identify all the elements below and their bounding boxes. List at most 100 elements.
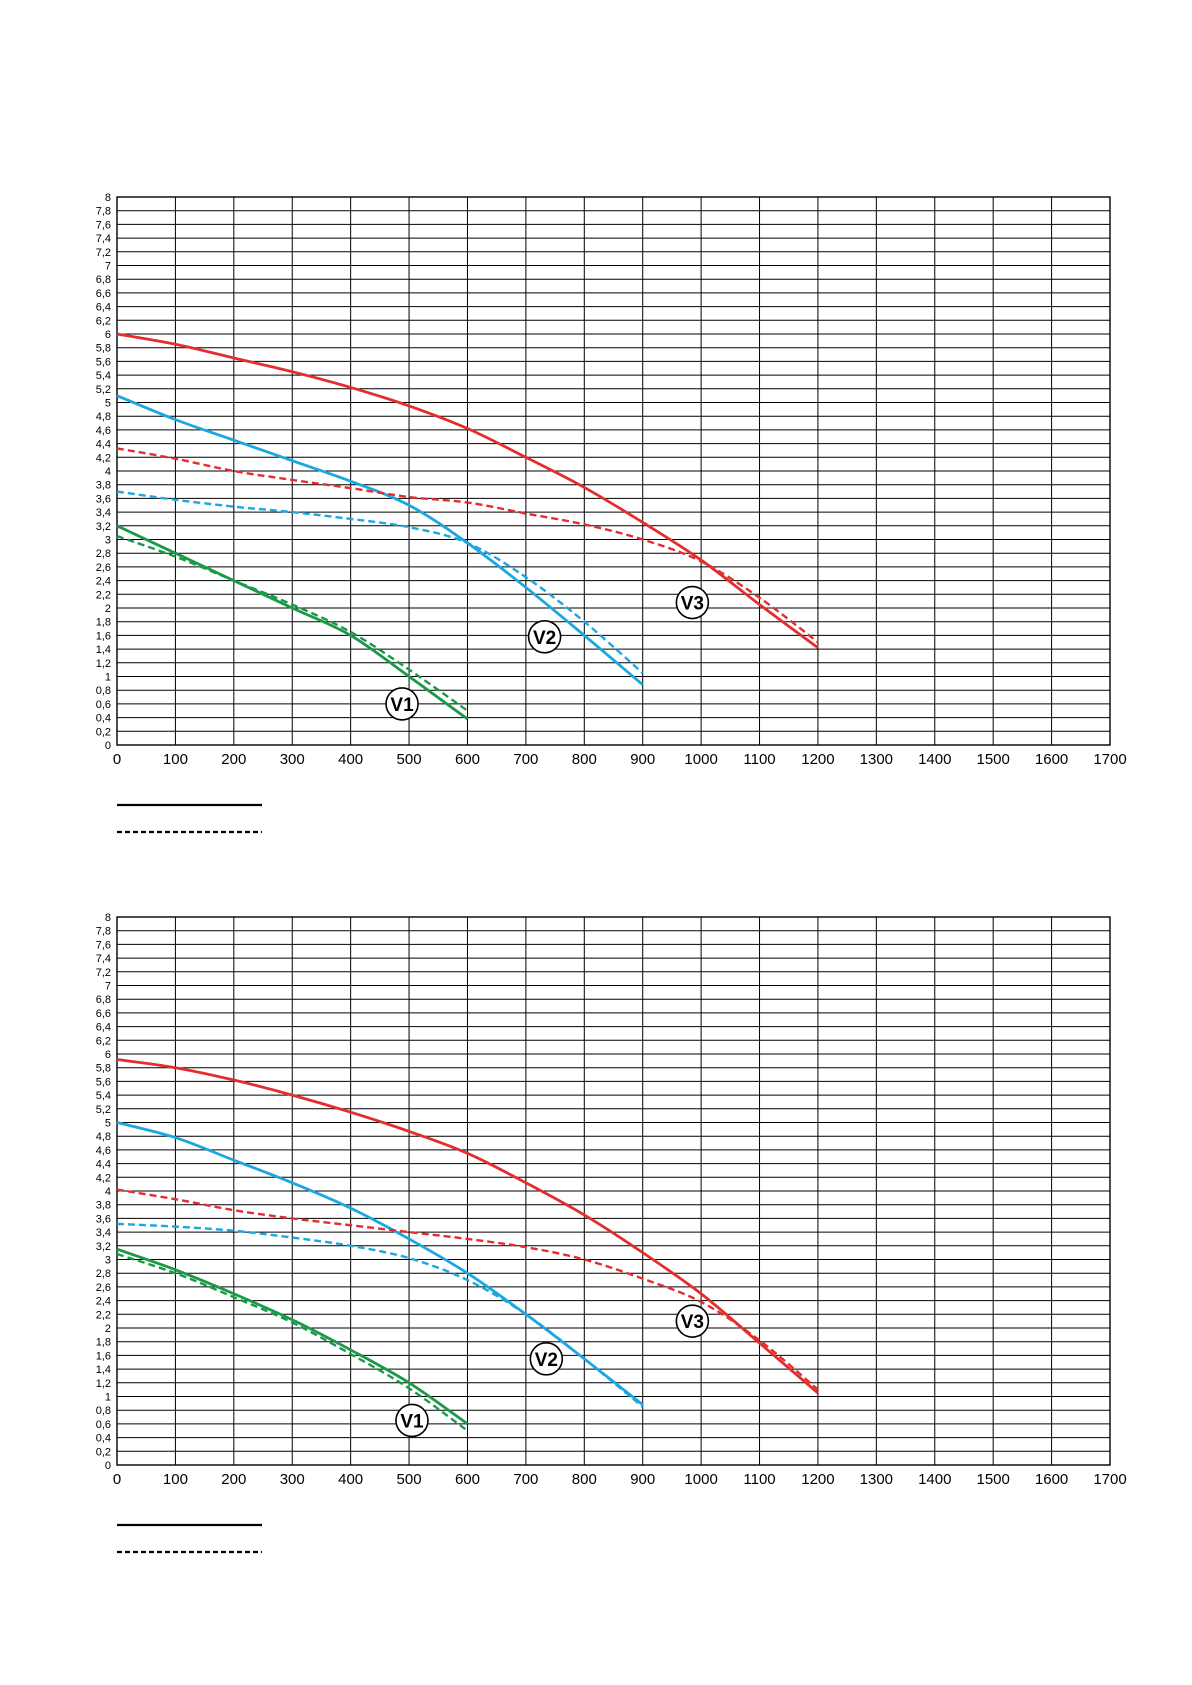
y-tick-label: 6,6 [96,288,111,300]
y-tick-label: 1,2 [96,1378,111,1390]
x-tick-label: 0 [113,1471,121,1488]
y-tick-label: 1,2 [96,658,111,670]
x-tick-label: 700 [513,1471,538,1488]
y-tick-label: 2,8 [96,548,111,560]
x-tick-label: 1700 [1093,1471,1126,1488]
y-tick-label: 8 [105,192,111,204]
y-tick-label: 2 [105,603,111,615]
y-tick-label: 6,8 [96,274,111,286]
y-tick-label: 4,8 [96,411,111,423]
x-tick-label: 100 [163,751,188,768]
x-tick-label: 900 [630,1471,655,1488]
y-tick-label: 0,4 [96,713,111,725]
y-tick-label: 4,4 [96,439,111,451]
y-tick-label: 0,4 [96,1433,111,1445]
y-tick-label: 0,2 [96,726,111,738]
y-tick-label: 7,2 [96,247,111,259]
y-tick-label: 4,2 [96,452,111,464]
callout-v1: V1 [385,687,419,721]
y-tick-label: 5,2 [96,1104,111,1116]
x-tick-label: 500 [397,1471,422,1488]
x-tick-label: 1400 [918,751,951,768]
y-tick-label: 5 [105,1118,111,1130]
y-tick-label: 0,6 [96,1419,111,1431]
y-tick-label: 6,4 [96,1022,111,1034]
series-line-v1-dashed [116,534,469,712]
y-tick-label: 2,6 [96,562,111,574]
y-tick-label: 5,2 [96,384,111,396]
y-tick-label: 3,6 [96,493,111,505]
y-tick-label: 8 [105,912,111,924]
callout-v3: V3 [675,585,710,620]
y-tick-label: 0,8 [96,1405,111,1417]
y-tick-label: 2 [105,1323,111,1335]
x-tick-label: 1300 [860,1471,893,1488]
y-tick-label: 1,6 [96,1350,111,1362]
x-tick-label: 800 [572,1471,597,1488]
callout-label: V3 [681,594,704,615]
y-tick-label: 0 [105,740,111,752]
y-tick-label: 1,4 [96,1364,111,1376]
y-tick-label: 6 [105,329,111,341]
callout-v1: V1 [395,1403,429,1438]
callout-circle [385,687,419,721]
y-tick-label: 4,8 [96,1131,111,1143]
series-line-v1-solid [116,1247,469,1426]
callout-label: V3 [681,1312,704,1333]
y-tick-label: 3 [105,1255,111,1267]
x-tick-label: 1300 [860,751,893,768]
y-tick-label: 5,6 [96,1076,111,1088]
y-tick-label: 1 [105,672,111,684]
series-line-v2-solid [116,1121,644,1406]
chart-2: 00,20,40,60,811,21,41,61,822,22,42,62,83… [96,912,1127,1554]
y-tick-label: 5,4 [96,1090,111,1102]
y-tick-label: 6 [105,1049,111,1061]
y-tick-label: 7,8 [96,206,111,218]
y-tick-label: 3,4 [96,507,111,519]
y-tick-label: 1,8 [96,617,111,629]
callout-circle [529,1342,564,1376]
y-tick-label: 7,4 [96,953,111,965]
callout-circle [675,585,710,620]
y-tick-label: 4 [105,1186,111,1198]
callout-label: V2 [535,1350,558,1371]
callout-circle [527,619,562,654]
x-tick-label: 0 [113,751,121,768]
y-tick-label: 2,4 [96,1296,111,1308]
x-tick-label: 1100 [743,1471,775,1488]
x-tick-label: 600 [455,1471,480,1488]
y-tick-label: 5 [105,398,111,410]
plot-frame [116,916,1111,1466]
x-tick-label: 1500 [976,751,1009,768]
y-tick-label: 7,2 [96,967,111,979]
x-tick-label: 1500 [976,1471,1009,1488]
callout-circle [395,1403,429,1438]
x-tick-label: 1100 [743,751,775,768]
callout-label: V1 [390,695,414,716]
x-tick-label: 1200 [801,751,834,768]
y-tick-label: 3,8 [96,1200,111,1212]
x-tick-label: 1000 [684,1471,717,1488]
x-tick-label: 1700 [1093,751,1126,768]
y-tick-label: 3,4 [96,1227,111,1239]
y-tick-label: 3,2 [96,521,111,533]
x-tick-label: 200 [221,1471,246,1488]
y-tick-label: 7,6 [96,939,111,951]
x-tick-label: 1400 [918,1471,951,1488]
x-tick-label: 800 [572,751,597,768]
callout-v3: V3 [675,1304,710,1338]
series-line-v3-solid [116,332,819,649]
y-tick-label: 6,2 [96,1035,111,1047]
y-tick-label: 3,8 [96,480,111,492]
callout-label: V2 [533,628,556,649]
y-tick-label: 7 [105,981,111,993]
y-tick-label: 5,4 [96,370,111,382]
series-line-v2-dashed [116,490,644,674]
y-tick-label: 7 [105,261,111,273]
x-tick-label: 600 [455,751,480,768]
y-tick-label: 4,4 [96,1159,111,1171]
plot-frame [116,196,1111,746]
x-tick-label: 1600 [1035,751,1068,768]
y-tick-label: 4 [105,466,111,478]
